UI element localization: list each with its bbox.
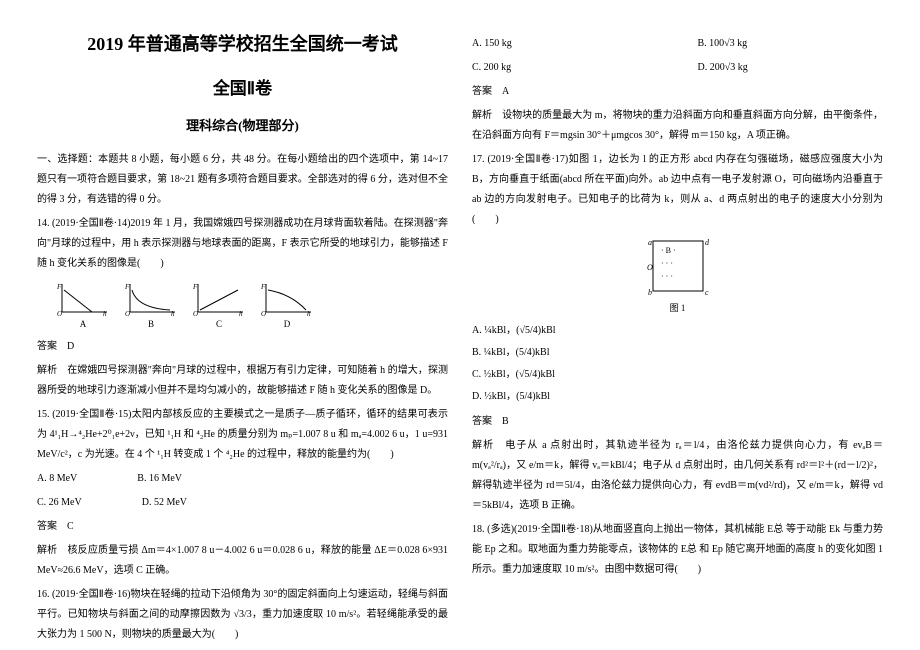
svg-text:· · ·: · · · [661,272,673,281]
q15-options-row2: C. 26 MeV D. 52 MeV [37,493,448,513]
q17-stem: 17. (2019·全国Ⅱ卷·17)如图 1，边长为 l 的正方形 abcd 内… [472,150,883,230]
svg-text:a: a [648,238,652,247]
right-column: A. 150 kg B. 100√3 kg C. 200 kg D. 200√3… [460,30,895,620]
svg-text:F: F [125,283,130,291]
left-column: 2019 年普通高等学校招生全国统一考试 全国Ⅱ卷 理科综合(物理部分) 一、选… [25,30,460,620]
svg-text:O: O [125,310,130,318]
svg-text:h: h [103,310,107,318]
square-field-icon: a d b c O · B · · · · · · · [643,236,713,296]
q15-options-row1: A. 8 MeV B. 16 MeV [37,469,448,489]
q17-answer: 答案 B [472,412,883,432]
q14-answer: 答案 D [37,337,448,357]
svg-text:d: d [705,238,710,247]
q14-graphs: O F h A O F h B [57,282,448,329]
q15-opt-a: A. 8 MeV [37,469,77,489]
q14-stem: 14. (2019·全国Ⅱ卷·14)2019 年 1 月，我国嫦娥四号探测器成功… [37,214,448,274]
graph-c: O F h C [193,282,245,329]
svg-text:b: b [648,288,652,296]
graph-b: O F h B [125,282,177,329]
curve-c-icon: O F h [193,282,245,318]
q14-analysis: 解析 在嫦娥四号探测器"奔向"月球的过程中，根据万有引力定律，可知随着 h 的增… [37,361,448,401]
svg-text:O: O [57,310,62,318]
svg-text:O: O [193,310,198,318]
graph-d: O F h D [261,282,313,329]
q17-opt-a: A. ¼kBl，(√5/4)kBl [472,320,883,342]
svg-text:· B ·: · B · [661,246,676,255]
q17-options: A. ¼kBl，(√5/4)kBl B. ¼kBl，(5/4)kBl C. ½k… [472,320,883,408]
svg-text:F: F [57,283,62,291]
q15-analysis: 解析 核反应质量亏损 Δm＝4×1.007 8 u－4.002 6 u＝0.02… [37,541,448,581]
curve-d-icon: O F h [261,282,313,318]
section-title: 理科综合(物理部分) [37,115,448,134]
sub-title: 全国Ⅱ卷 [37,74,448,99]
q17-opt-c: C. ½kBl，(√5/4)kBl [472,364,883,386]
svg-text:O: O [647,263,653,272]
curve-a-icon: O F h [57,282,109,318]
q16-opt-c: C. 200 kg [472,58,658,78]
svg-text:h: h [239,310,243,318]
graph-a: O F h A [57,282,109,329]
q18-stem: 18. (多选)(2019·全国Ⅱ卷·18)从地面竖直向上抛出一物体，其机械能 … [472,520,883,580]
q17-figure: a d b c O · B · · · · · · · 图 1 [472,236,883,314]
svg-text:· · ·: · · · [661,259,673,268]
q16-opt-a: A. 150 kg [472,34,658,54]
q16-answer: 答案 A [472,82,883,102]
q17-fig-caption: 图 1 [472,301,883,314]
svg-text:h: h [171,310,175,318]
q15-opt-b: B. 16 MeV [137,469,182,489]
curve-b-icon: O F h [125,282,177,318]
q16-stem: 16. (2019·全国Ⅱ卷·16)物块在轻绳的拉动下沿倾角为 30°的固定斜面… [37,585,448,645]
q17-opt-d: D. ½kBl，(5/4)kBl [472,386,883,408]
q16-options: A. 150 kg B. 100√3 kg C. 200 kg D. 200√3… [472,34,883,78]
q16-opt-b: B. 100√3 kg [698,34,884,54]
q15-opt-d: D. 52 MeV [142,493,187,513]
q16-opt-d: D. 200√3 kg [698,58,884,78]
svg-text:O: O [261,310,266,318]
svg-text:F: F [261,283,266,291]
svg-text:F: F [193,283,198,291]
svg-text:h: h [307,310,311,318]
q15-stem: 15. (2019·全国Ⅱ卷·15)太阳内部核反应的主要模式之一是质子—质子循环… [37,405,448,465]
intro-text: 一、选择题：本题共 8 小题，每小题 6 分，共 48 分。在每小题给出的四个选… [37,150,448,210]
q15-answer: 答案 C [37,517,448,537]
svg-text:c: c [705,288,709,296]
main-title: 2019 年普通高等学校招生全国统一考试 [37,30,448,56]
q17-analysis: 解析 电子从 a 点射出时，其轨迹半径为 rₐ＝l/4，由洛伦兹力提供向心力，有… [472,436,883,516]
q16-analysis: 解析 设物块的质量最大为 m，将物块的重力沿斜面方向和垂直斜面方向分解，由平衡条… [472,106,883,146]
q15-opt-c: C. 26 MeV [37,493,82,513]
q17-opt-b: B. ¼kBl，(5/4)kBl [472,342,883,364]
